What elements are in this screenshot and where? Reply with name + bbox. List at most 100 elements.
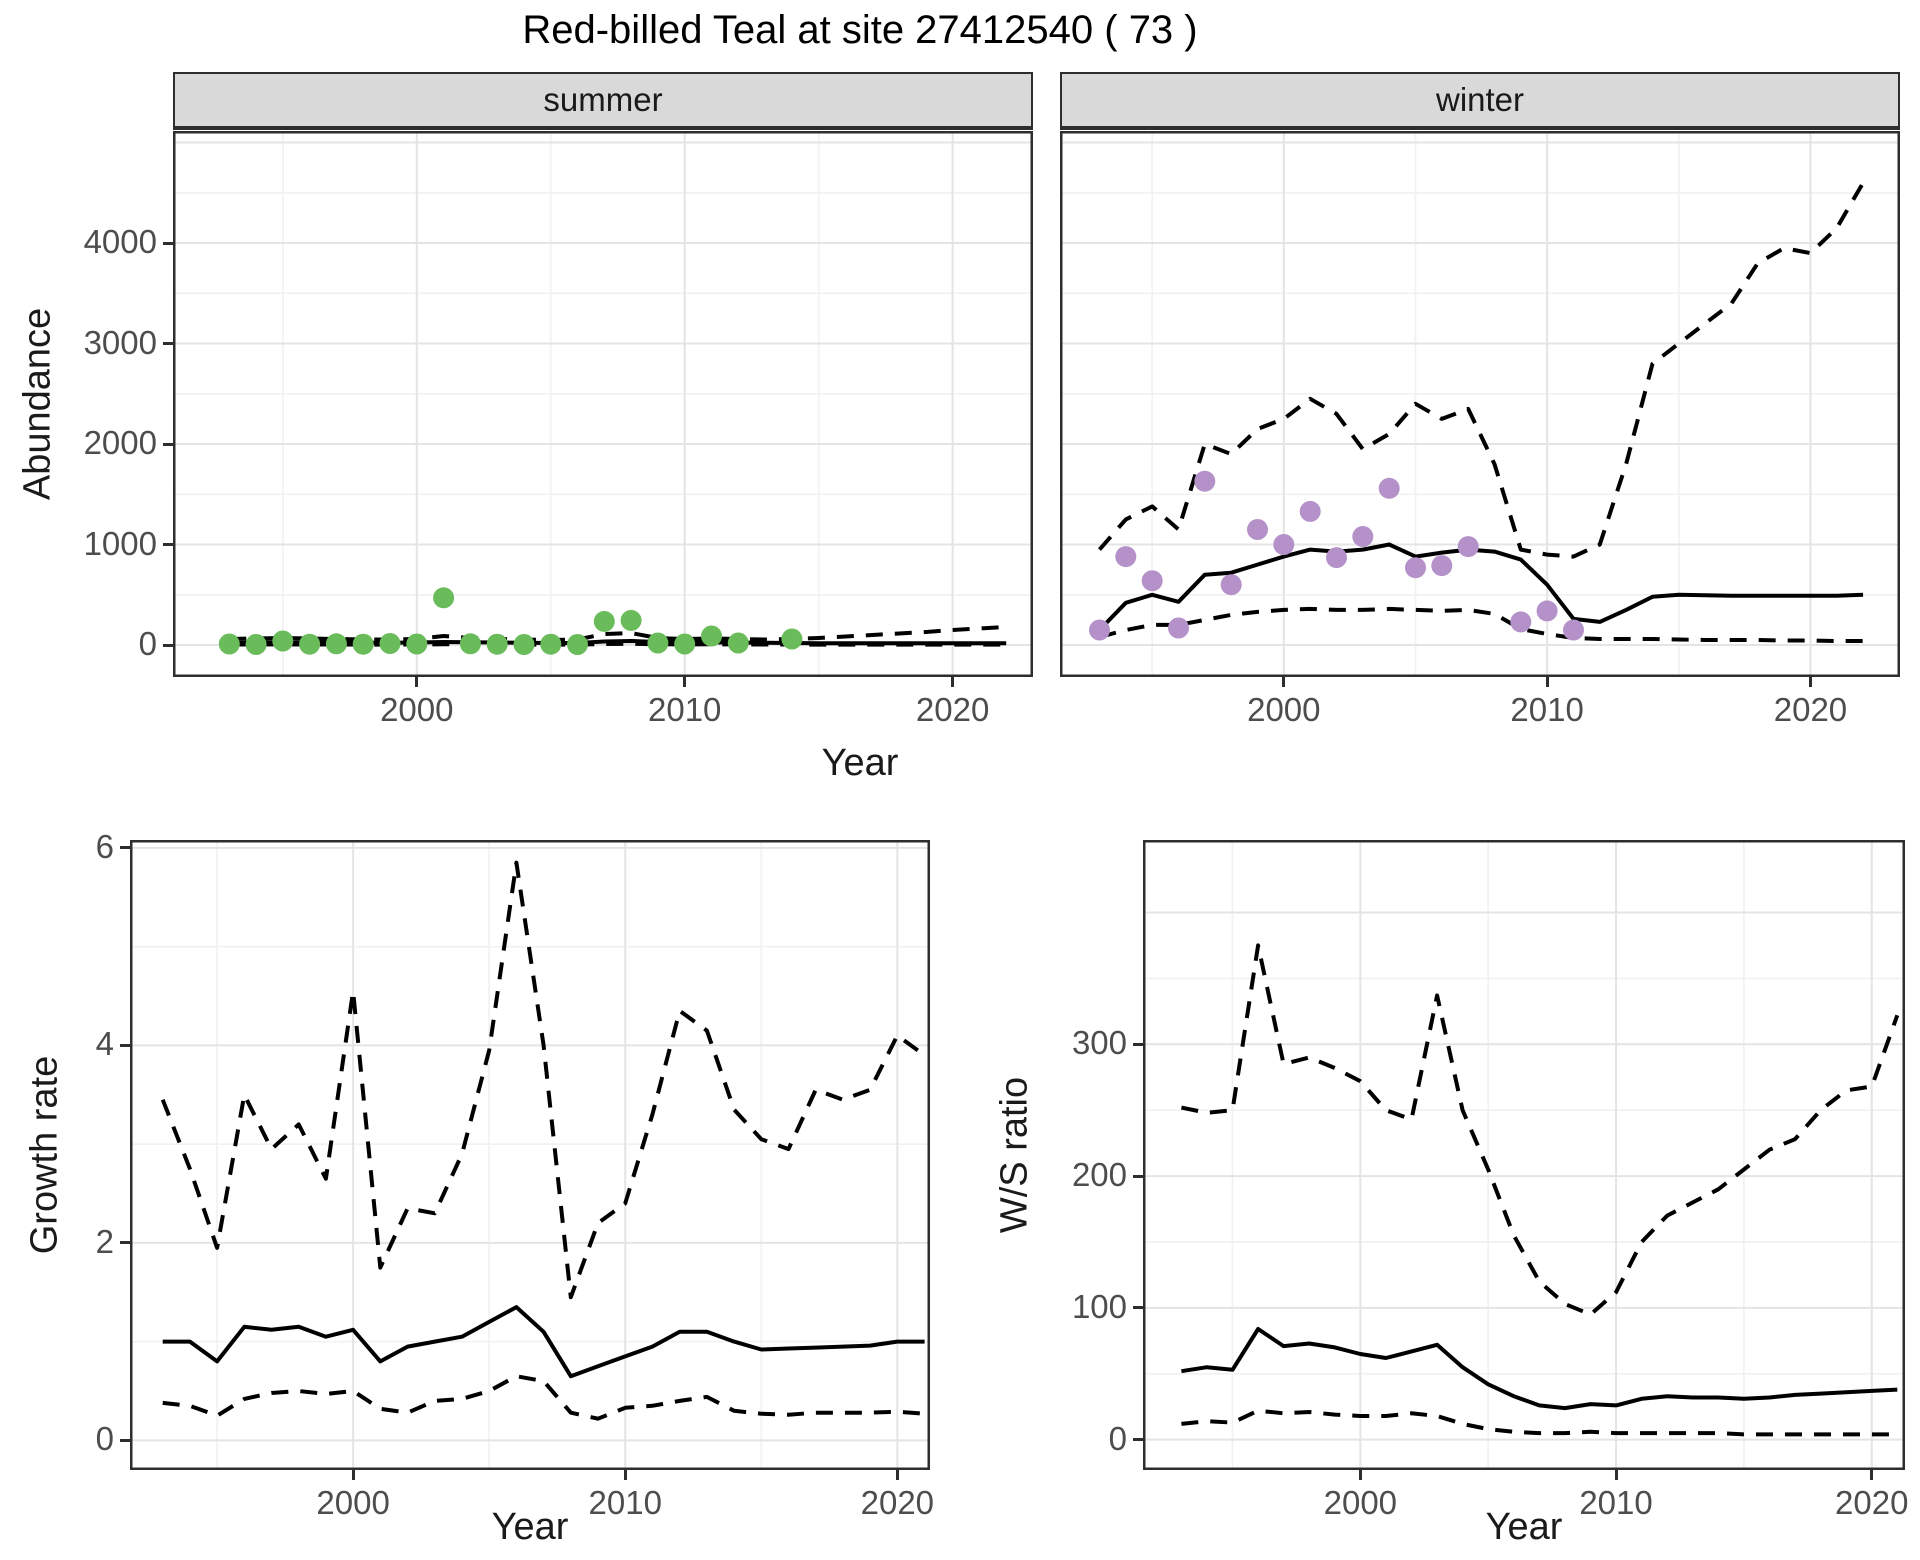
abundance-winter-median-line	[1098, 542, 1864, 632]
abundance-summer-observed-count	[325, 633, 347, 655]
growth-rate-upper-credible-line	[160, 860, 926, 1300]
y-tick-label: 100	[1071, 1287, 1127, 1325]
abundance-x-axis-title: Year	[821, 742, 899, 784]
abundance-winter-observed-count	[1457, 536, 1479, 558]
abundance-summer-observed-count	[299, 633, 321, 655]
y-tick-label: 2	[95, 1222, 114, 1260]
y-tick-mark	[120, 1043, 130, 1047]
growth-rate-panel-border	[130, 840, 930, 1470]
ws-y-axis-title: W/S ratio	[993, 1076, 1036, 1234]
growth-rate-panel: 2000 2010 2020 0 2 4 6	[96, 828, 934, 1521]
abundance-summer-observed-count	[218, 633, 240, 655]
y-tick-mark	[163, 342, 173, 346]
y-tick-label: 6	[95, 827, 114, 865]
y-tick-mark	[1133, 1174, 1143, 1178]
abundance-summer-observed-count	[433, 587, 455, 609]
abundance-winter-observed-count	[1141, 570, 1163, 592]
y-tick-label: 0	[95, 1420, 114, 1458]
abundance-winter-observed-count	[1563, 619, 1584, 641]
y-tick-mark	[163, 643, 173, 647]
growth-rate-median-line	[162, 1305, 925, 1379]
x-tick-label: 2020	[915, 691, 990, 728]
abundance-winter-observed-count	[1168, 617, 1189, 639]
facet-strip-winter: winter	[1060, 72, 1900, 130]
y-tick-label: 300	[1071, 1024, 1127, 1062]
x-tick-mark	[1614, 1470, 1618, 1480]
facet-strip-winter-label: winter	[1435, 81, 1525, 118]
x-tick-mark	[415, 677, 419, 687]
y-tick-mark	[163, 241, 173, 245]
abundance-summer-observed-count	[781, 628, 803, 650]
y-tick-mark	[120, 1438, 130, 1442]
abundance-summer-observed-count	[272, 630, 294, 652]
abundance-summer-plot-area	[173, 131, 1033, 677]
y-tick-label: 0	[1108, 1419, 1127, 1457]
x-tick-label: 2020	[860, 1484, 935, 1521]
x-tick-mark	[895, 1470, 899, 1480]
abundance-winter-panel-border	[1060, 131, 1900, 677]
ws-ratio-panel: 2000 2010 2020 0 100 200 300	[1072, 840, 1908, 1521]
abundance-winter-observed-count	[1089, 619, 1110, 641]
abundance-summer-observed-count	[674, 633, 696, 655]
abundance-winter-observed-count	[1220, 574, 1242, 596]
abundance-winter-observed-count	[1352, 526, 1374, 547]
y-tick-mark	[163, 543, 173, 547]
abundance-summer-observed-count	[701, 625, 722, 647]
abundance-winter-observed-count	[1115, 546, 1137, 568]
abundance-summer-observed-count	[620, 609, 642, 631]
x-tick-label: 2020	[1835, 1484, 1909, 1521]
x-tick-label: 2000	[1323, 1484, 1398, 1521]
x-tick-label: 2010	[1510, 691, 1584, 728]
abundance-winter-observed-count	[1510, 611, 1532, 633]
y-tick-label: 200	[1071, 1156, 1127, 1194]
plot-title: Red-billed Teal at site 27412540 ( 73 )	[522, 8, 1198, 52]
abundance-summer-observed-count	[379, 633, 401, 654]
y-tick-mark	[1133, 1306, 1143, 1310]
abundance-winter-observed-count	[1247, 519, 1268, 540]
abundance-winter-plot-area	[1060, 131, 1900, 677]
abundance-summer-observed-count	[567, 634, 588, 655]
y-tick-mark	[1133, 1438, 1143, 1442]
y-tick-label: 1000	[83, 524, 157, 562]
abundance-summer-panel: 2000 2010 2020 0 1000 2000 3000 4000	[84, 131, 1033, 728]
abundance-winter-panel: 2000 2010 2020	[1060, 131, 1900, 728]
x-tick-mark	[951, 677, 955, 687]
x-tick-mark	[623, 1470, 627, 1480]
y-tick-label: 0	[138, 625, 157, 663]
x-tick-mark	[683, 677, 687, 687]
y-tick-mark	[1133, 1042, 1143, 1046]
abundance-summer-panel-border	[173, 131, 1033, 677]
x-tick-label: 2020	[1773, 691, 1848, 728]
abundance-summer-observed-count	[593, 610, 615, 632]
x-tick-mark	[351, 1470, 355, 1480]
abundance-winter-observed-count	[1378, 477, 1400, 499]
abundance-winter-lower-credible-line	[1098, 606, 1864, 643]
x-tick-mark	[1870, 1470, 1874, 1480]
x-tick-label: 2000	[1247, 691, 1321, 728]
abundance-summer-observed-count	[352, 633, 374, 655]
abundance-winter-upper-credible-line	[1097, 181, 1865, 559]
abundance-summer-observed-count	[406, 633, 428, 655]
x-tick-label: 2000	[380, 691, 454, 728]
growth-rate-plot-area	[130, 840, 930, 1470]
abundance-summer-observed-count	[647, 632, 669, 654]
y-tick-mark	[163, 442, 173, 446]
ws-ratio-upper-credible-line	[1181, 943, 1900, 1317]
abundance-summer-observed-count	[513, 634, 535, 655]
abundance-winter-observed-count	[1299, 500, 1321, 522]
x-tick-label: 2010	[1579, 1484, 1653, 1521]
y-tick-mark	[120, 846, 130, 850]
abundance-summer-observed-count	[245, 634, 267, 655]
ws-ratio-panel-border	[1143, 840, 1905, 1470]
abundance-winter-observed-count	[1431, 555, 1453, 577]
y-tick-label: 4000	[83, 223, 157, 261]
x-tick-mark	[1545, 677, 1549, 687]
x-tick-mark	[1358, 1470, 1362, 1480]
y-tick-mark	[120, 1241, 130, 1245]
facet-strip-summer-label: summer	[543, 81, 663, 118]
ws-ratio-lower-credible-line	[1181, 1408, 1898, 1437]
y-tick-label: 3000	[83, 323, 157, 361]
y-tick-label: 4	[95, 1025, 114, 1063]
abundance-winter-observed-count	[1273, 534, 1295, 555]
abundance-winter-observed-count	[1194, 470, 1216, 492]
